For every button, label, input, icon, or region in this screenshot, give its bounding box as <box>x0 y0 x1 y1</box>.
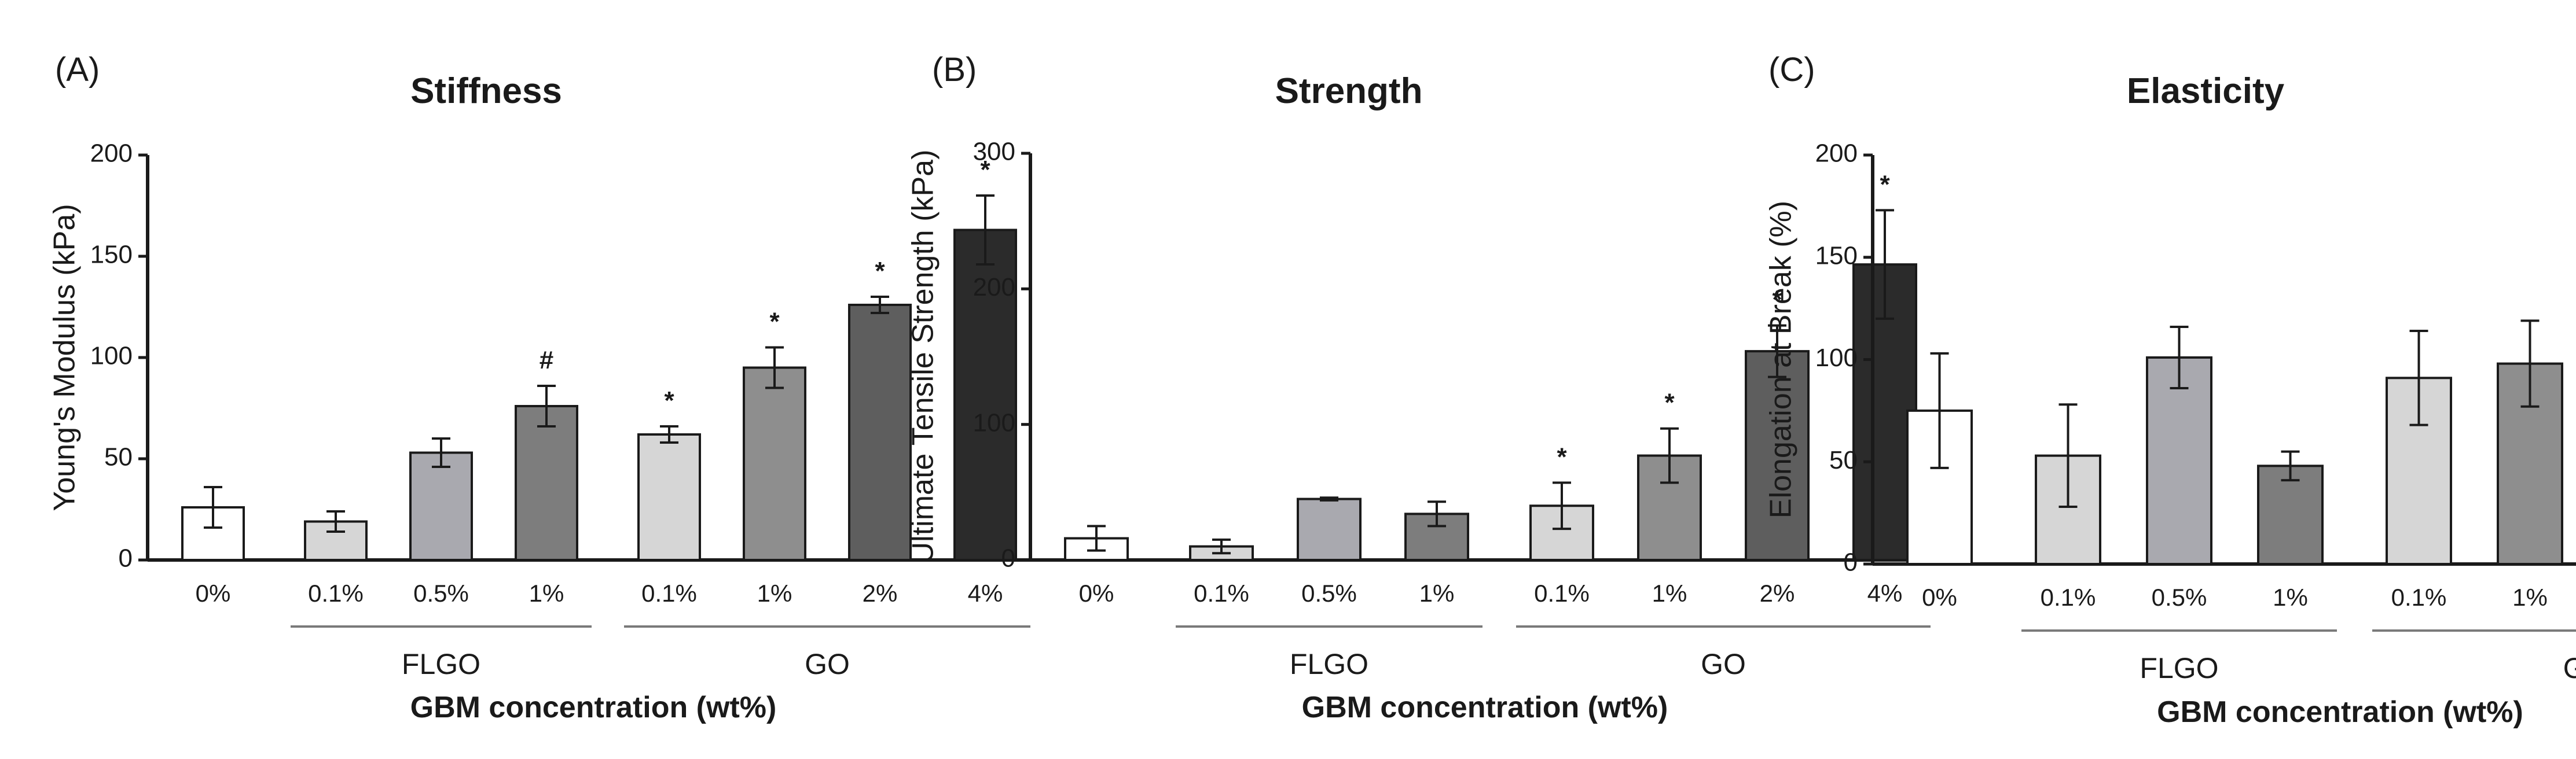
x-tick-label: 0.1% <box>2041 584 2096 611</box>
y-tick-label: 200 <box>973 273 1015 301</box>
x-tick-label: 2% <box>1760 580 1795 607</box>
bar <box>1297 498 1362 561</box>
x-tick-label: 0.1% <box>641 580 697 607</box>
significance-marker: * <box>769 308 780 336</box>
x-axis-label: GBM concentration (wt%) <box>1302 691 1668 724</box>
significance-marker: * <box>980 156 990 184</box>
x-tick-label: 4% <box>1867 580 1903 607</box>
x-tick-label: 4% <box>968 580 1003 607</box>
x-tick-label: 1% <box>1419 580 1455 607</box>
y-tick-label: 150 <box>1815 241 1858 270</box>
significance-marker: * <box>1664 389 1675 417</box>
significance-marker: * <box>875 257 885 285</box>
x-tick-label: 1% <box>529 580 564 607</box>
chart-panel-1: (A) Stiffness Young's Modulus (kPa) 0 50 100 1… <box>48 51 1039 724</box>
chart-title: Stiffness <box>410 71 562 111</box>
y-tick-label: 50 <box>1829 446 1858 474</box>
significance-marker: * <box>1772 286 1782 314</box>
x-tick-label: 0.5% <box>2152 584 2207 611</box>
x-axis-label: GBM concentration (wt%) <box>2157 695 2523 729</box>
bar <box>409 451 473 561</box>
group-label: GO <box>1701 648 1746 680</box>
group-label: FLGO <box>1290 648 1368 680</box>
y-tick-label: 100 <box>973 408 1015 437</box>
significance-marker: * <box>1880 170 1890 198</box>
y-tick-label: 200 <box>1815 139 1858 168</box>
x-axis-label: GBM concentration (wt%) <box>410 691 777 724</box>
bar <box>2257 465 2324 565</box>
y-axis-label: Ultimate Tensile Strength (kPa) <box>907 150 940 564</box>
panel-label: (C) <box>1768 51 1815 89</box>
bar <box>637 433 701 561</box>
y-tick-label: 0 <box>1844 548 1858 577</box>
chart-panel-3: (C) Elasticity Elongation at Break (%) 0 50 1… <box>1764 51 2576 729</box>
y-tick-label: 200 <box>90 139 133 168</box>
bar <box>2146 356 2212 566</box>
x-tick-label: 0.1% <box>308 580 364 607</box>
x-tick-label: 0.1% <box>2391 584 2447 611</box>
significance-marker: * <box>1557 443 1567 471</box>
significance-marker: * <box>664 386 674 415</box>
x-tick-label: 1% <box>2512 584 2548 611</box>
bar <box>848 304 912 561</box>
y-tick-label: 0 <box>1001 544 1015 573</box>
group-label: FLGO <box>402 648 480 680</box>
x-tick-label: 0.5% <box>1301 580 1357 607</box>
y-tick-label: 100 <box>90 342 133 370</box>
y-tick-label: 100 <box>1815 344 1858 372</box>
significance-marker: # <box>540 346 553 374</box>
chart-title: Strength <box>1275 71 1423 111</box>
x-tick-label: 1% <box>757 580 792 607</box>
group-label: GO <box>2563 652 2576 684</box>
group-label: FLGO <box>2140 652 2218 684</box>
x-tick-label: 0% <box>1079 580 1114 607</box>
x-tick-label: 2% <box>863 580 898 607</box>
y-tick-label: 150 <box>90 241 133 269</box>
panel-label: (A) <box>55 51 100 89</box>
y-tick-label: 0 <box>119 544 133 573</box>
bar <box>515 405 578 561</box>
y-axis-label: Elongation at Break (%) <box>1764 201 1798 518</box>
y-tick-label: 300 <box>973 138 1015 166</box>
x-tick-label: 0.1% <box>1194 580 1249 607</box>
x-tick-label: 1% <box>1652 580 1687 607</box>
chart-title: Elasticity <box>2127 71 2285 111</box>
panel-label: (B) <box>932 51 977 89</box>
x-tick-label: 0.1% <box>1534 580 1590 607</box>
x-tick-label: 1% <box>2273 584 2308 611</box>
chart-panel-2: (B) Strength Ultimate Tensile Strength (kP… <box>907 51 1939 724</box>
bar <box>953 229 1017 561</box>
y-axis-label: Young's Modulus (kPa) <box>48 204 82 511</box>
x-tick-label: 0.5% <box>413 580 469 607</box>
x-tick-label: 0% <box>1922 584 1957 611</box>
bar <box>743 366 806 561</box>
group-label: GO <box>805 648 850 680</box>
y-tick-label: 50 <box>104 443 133 471</box>
x-tick-label: 0% <box>196 580 231 607</box>
